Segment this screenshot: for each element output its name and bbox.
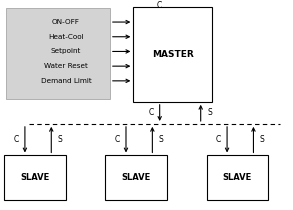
Text: SLAVE: SLAVE [122,173,151,182]
Text: Setpoint: Setpoint [51,49,81,54]
Bar [4,155,66,200]
Bar [207,155,268,200]
Text: Water Reset: Water Reset [44,63,88,69]
Bar [133,7,212,102]
Text: MASTER: MASTER [152,50,194,59]
Text: S: S [159,135,163,144]
Bar [105,155,167,200]
Text: Heat-Cool: Heat-Cool [48,34,84,40]
Text: ON-OFF: ON-OFF [52,19,80,25]
Text: C: C [148,108,154,117]
Bar [6,8,110,99]
Text: S: S [58,135,62,144]
Text: C: C [216,135,221,144]
Text: S: S [207,108,212,117]
Text: Demand Limit: Demand Limit [40,78,91,84]
Text: SLAVE: SLAVE [223,173,252,182]
Text: C: C [157,1,162,10]
Text: SLAVE: SLAVE [21,173,50,182]
Text: C: C [115,135,120,144]
Text: S: S [260,135,265,144]
Text: C: C [13,135,19,144]
